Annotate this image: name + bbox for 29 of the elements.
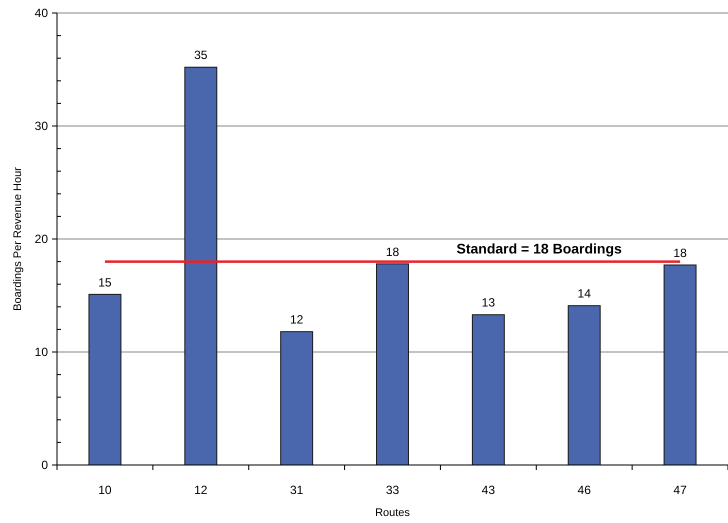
x-tick-label: 12 xyxy=(194,483,208,498)
y-tick-label: 20 xyxy=(34,232,48,246)
y-tick-label: 30 xyxy=(34,119,48,134)
data-label: 13 xyxy=(482,296,496,310)
bar xyxy=(472,314,505,466)
data-label: 18 xyxy=(386,244,400,259)
x-tick-label: 46 xyxy=(578,483,592,498)
bar xyxy=(568,305,601,466)
bar xyxy=(664,264,697,466)
x-tick-label: 33 xyxy=(386,483,400,498)
y-axis-title: Boardings Per Revenue Hour xyxy=(12,166,24,311)
bar xyxy=(88,294,122,466)
bar xyxy=(184,66,218,466)
data-label: 18 xyxy=(673,246,688,260)
ref-line-label: Standard = 18 Boardings xyxy=(456,240,622,257)
x-tick-label: 43 xyxy=(482,483,496,498)
data-label: 12 xyxy=(290,312,304,327)
x-tick-label: 10 xyxy=(98,483,112,498)
data-label: 15 xyxy=(98,275,112,290)
bar xyxy=(280,331,314,466)
data-label: 35 xyxy=(194,48,208,62)
data-label: 14 xyxy=(578,286,592,301)
x-axis-title: Routes xyxy=(375,507,410,519)
y-tick-label: 40 xyxy=(34,6,48,20)
y-tick-label: 0 xyxy=(41,458,48,472)
x-tick-label: 31 xyxy=(290,483,304,498)
bar xyxy=(376,263,409,466)
y-tick-label: 10 xyxy=(34,345,48,360)
x-tick-label: 47 xyxy=(673,483,688,498)
